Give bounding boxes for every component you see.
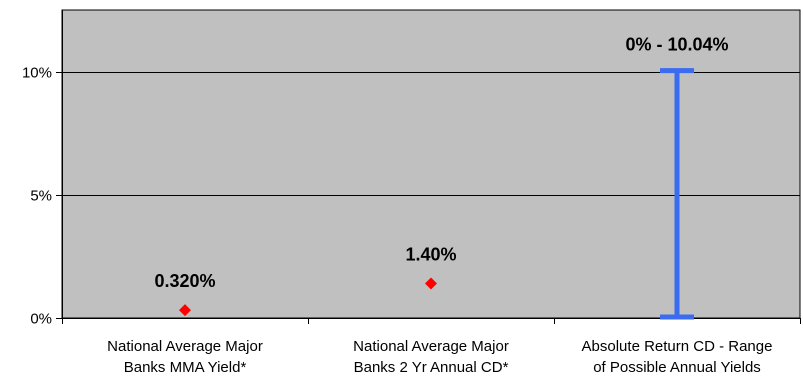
y-tick-label-1: 5% <box>30 188 52 205</box>
range-data-label: 0% - 10.04% <box>625 35 728 55</box>
data-labels: 0% - 10.04% 0.320% 1.40% <box>154 35 728 292</box>
data-point-1 <box>425 277 437 290</box>
y-tick-label-2: 10% <box>22 65 52 82</box>
data-points <box>179 277 437 317</box>
category-label-0: National Average Major Banks MMA Yield* <box>107 338 263 376</box>
x-axis-ticks <box>62 318 801 324</box>
range-bar-group <box>660 68 694 320</box>
category-labels: National Average Major Banks MMA Yield* Na… <box>107 338 772 376</box>
data-point-0 <box>179 304 191 317</box>
category-label-1: National Average Major Banks 2 Yr Annual … <box>353 338 509 376</box>
data-label-0: 0.320% <box>154 271 215 291</box>
category-label-2: Absolute Return CD - Range of Possible An… <box>582 338 773 376</box>
data-label-1: 1.40% <box>405 245 456 265</box>
y-axis-ticks: 0% 5% 10% <box>22 65 62 328</box>
y-tick-label-0: 0% <box>30 311 52 328</box>
